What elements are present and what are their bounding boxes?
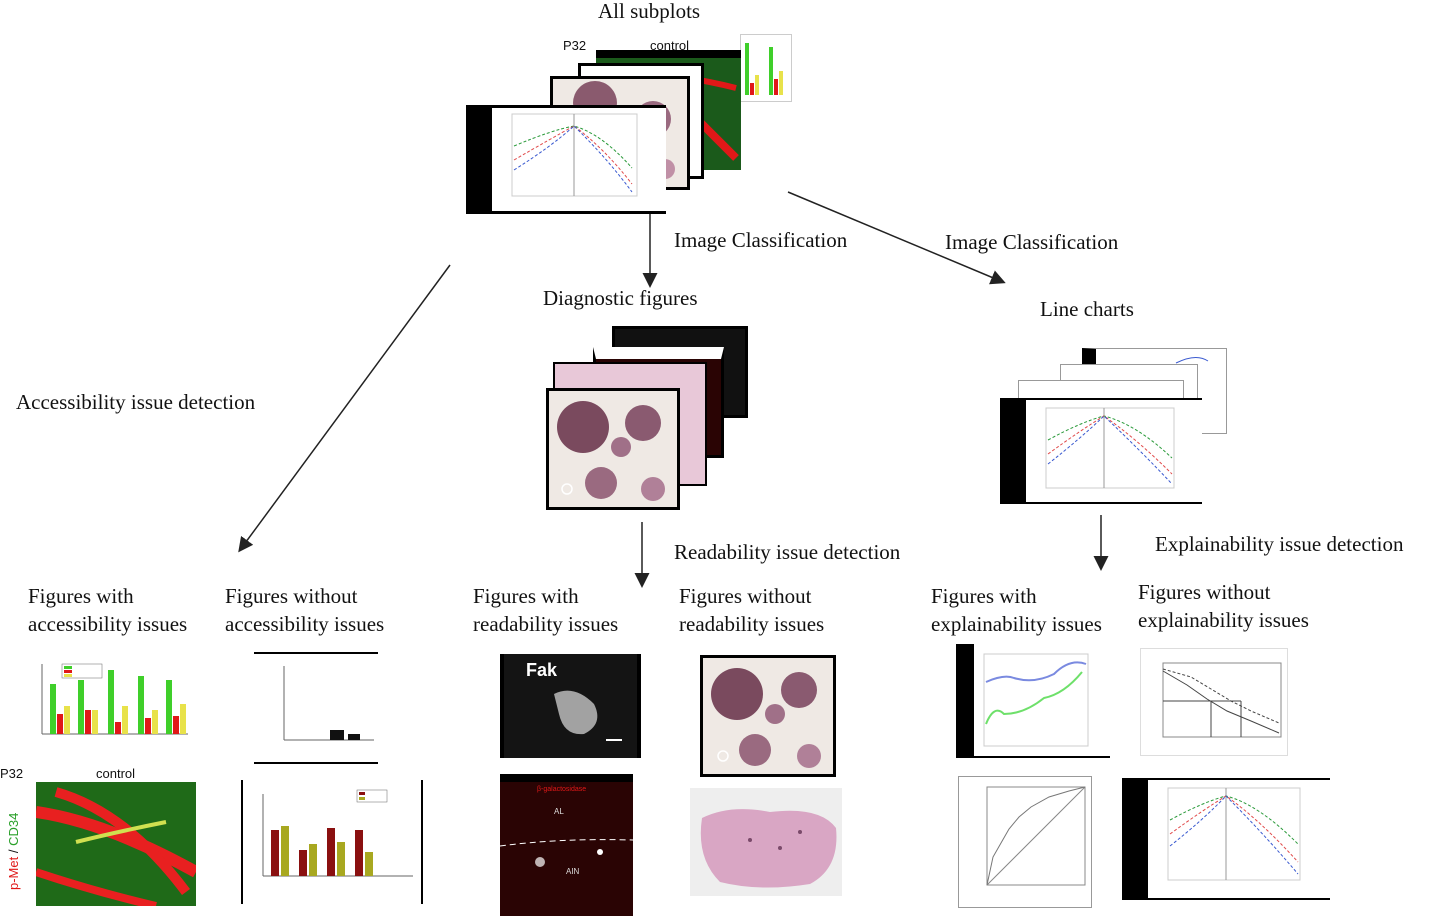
root-p32-label: P32 xyxy=(563,38,587,53)
acc-with-bar-chart xyxy=(30,660,190,744)
leaf-label-acc-without: Figures without accessibility issues xyxy=(225,584,385,636)
ain-label: AIN xyxy=(566,867,580,876)
acc-control-label: control xyxy=(96,766,136,781)
node-label-diagnostic-figures: Diagnostic figures xyxy=(543,286,698,310)
exp-with-line-chart-1 xyxy=(956,644,1110,758)
root-title: All subplots xyxy=(598,0,701,23)
leaf-label-exp-with: Figures with explainability issues xyxy=(931,584,1102,636)
cd34-label: CD34 xyxy=(6,812,21,846)
lc-front-card xyxy=(1000,398,1202,504)
leaf-label-read-without: Figures without readability issues xyxy=(679,584,825,636)
acc-p32-label: P32 xyxy=(0,766,24,781)
p-met-cd34-rotated-label: p-Met / CD34 xyxy=(6,813,21,890)
exp-with-roc-chart xyxy=(958,776,1092,908)
exp-without-line-chart-2 xyxy=(1122,778,1330,900)
edge-label-image-classification-right: Image Classification xyxy=(945,230,1119,254)
node-label-line-charts: Line charts xyxy=(1040,297,1134,321)
read-without-histology-slide xyxy=(690,788,842,896)
fak-label: Fak xyxy=(526,660,558,680)
read-with-galactosidase-card xyxy=(500,774,633,916)
beta-gal-label: β-galactosidase xyxy=(537,786,587,793)
acc-with-microscopy xyxy=(36,782,196,906)
read-with-fak-card xyxy=(500,654,641,758)
edge-label-readability: Readability issue detection xyxy=(674,540,901,564)
al-label: AL xyxy=(554,807,564,816)
acc-without-bar-chart-1 xyxy=(254,652,378,764)
leaf-label-acc-with: Figures with accessibility issues xyxy=(28,584,188,636)
root-bar-chart-thumb xyxy=(740,34,792,102)
edge-label-accessibility: Accessibility issue detection xyxy=(16,390,256,414)
arrow-to-line-charts xyxy=(787,191,1006,285)
p-met-label: p-Met xyxy=(6,856,21,890)
diag-histology-front-card xyxy=(546,388,680,510)
leaf-label-read-with: Figures with readability issues xyxy=(473,584,619,636)
leaf-label-exp-without: Figures without explainability issues xyxy=(1138,580,1309,632)
root-control-label: control xyxy=(650,38,690,53)
read-without-histology-card xyxy=(700,655,836,777)
exp-without-survival-chart xyxy=(1140,648,1288,756)
edge-label-explainability: Explainability issue detection xyxy=(1155,532,1404,556)
acc-without-bar-chart-2 xyxy=(241,780,423,904)
edge-label-image-classification-middle: Image Classification xyxy=(674,228,848,252)
arrow-to-accessibility xyxy=(238,264,451,553)
root-line-chart-card xyxy=(466,105,666,214)
slash-separator: / xyxy=(6,849,21,854)
